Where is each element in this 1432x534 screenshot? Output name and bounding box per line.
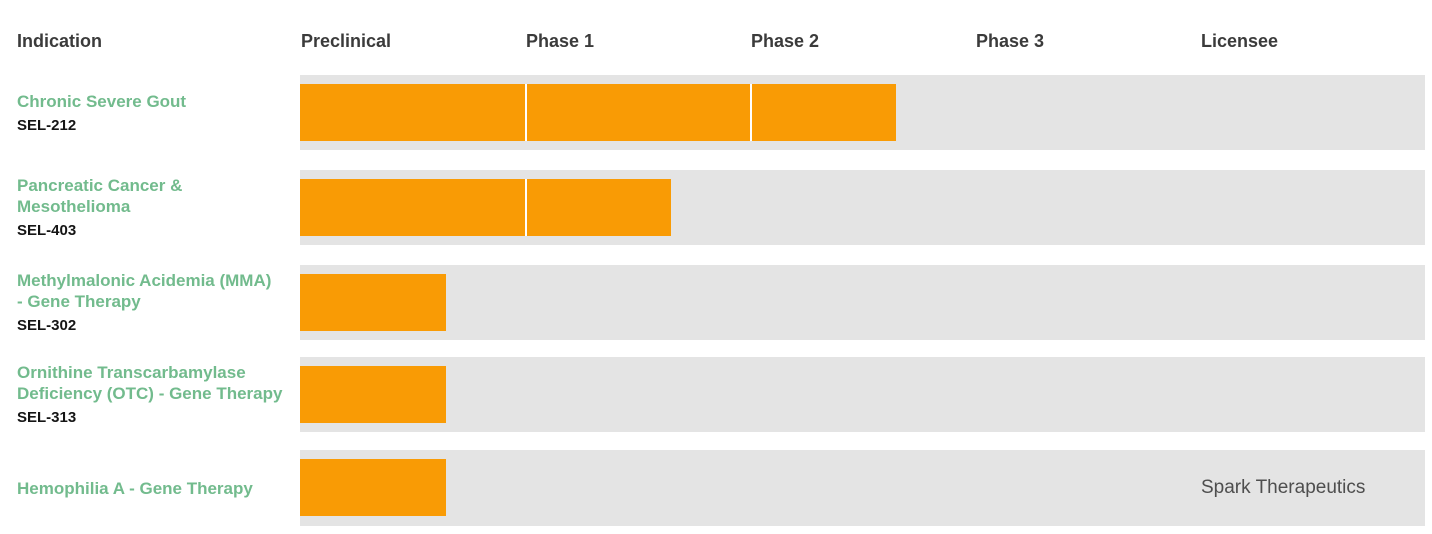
indication-title[interactable]: Ornithine Transcarbamylase Deficiency (O… xyxy=(17,362,295,404)
program-code: SEL-302 xyxy=(17,317,77,334)
column-header-phase-3: Phase 3 xyxy=(976,31,1045,51)
row-label: Pancreatic Cancer & Mesothelioma SEL-403 xyxy=(17,170,295,245)
licensee-name: Spark Therapeutics xyxy=(1201,477,1366,498)
indication-line: Mesothelioma xyxy=(17,197,131,216)
row-label: Hemophilia A - Gene Therapy xyxy=(17,450,295,526)
progress-bar xyxy=(300,459,446,516)
program-code: SEL-313 xyxy=(17,409,77,426)
phase-divider xyxy=(750,84,752,141)
indication-line: - Gene Therapy xyxy=(17,292,141,311)
phase-divider xyxy=(525,84,527,141)
column-header-phase-2: Phase 2 xyxy=(751,31,820,51)
phase-track: Spark Therapeutics xyxy=(300,450,1425,526)
column-header-indication: Indication xyxy=(17,31,102,51)
pipeline-row-sel-302: Methylmalonic Acidemia (MMA) - Gene Ther… xyxy=(0,265,1432,340)
progress-bar xyxy=(300,84,896,141)
indication-title[interactable]: Methylmalonic Acidemia (MMA) - Gene Ther… xyxy=(17,270,295,312)
program-code: SEL-403 xyxy=(17,222,77,239)
pipeline-row-sel-212: Chronic Severe Gout SEL-212 xyxy=(0,75,1432,150)
pipeline-row-hemophilia-a: Hemophilia A - Gene Therapy Spark Therap… xyxy=(0,450,1432,526)
phase-divider xyxy=(525,179,527,236)
row-label: Chronic Severe Gout SEL-212 xyxy=(17,75,295,150)
indication-title[interactable]: Hemophilia A - Gene Therapy xyxy=(17,478,295,499)
column-header-preclinical: Preclinical xyxy=(301,31,392,51)
phase-track xyxy=(300,75,1425,150)
pipeline-row-sel-403: Pancreatic Cancer & Mesothelioma SEL-403 xyxy=(0,170,1432,245)
progress-bar xyxy=(300,274,446,331)
indication-line: Deficiency (OTC) - Gene Therapy xyxy=(17,384,283,403)
indication-line: Ornithine Transcarbamylase xyxy=(17,363,246,382)
progress-bar xyxy=(300,366,446,423)
indication-title[interactable]: Chronic Severe Gout xyxy=(17,91,295,112)
program-code: SEL-212 xyxy=(17,116,77,134)
column-header-phase-1: Phase 1 xyxy=(526,31,595,51)
phase-track xyxy=(300,170,1425,245)
phase-track xyxy=(300,357,1425,432)
indication-title[interactable]: Pancreatic Cancer & Mesothelioma xyxy=(17,175,295,217)
pipeline-row-sel-313: Ornithine Transcarbamylase Deficiency (O… xyxy=(0,357,1432,432)
indication-line: Chronic Severe Gout xyxy=(17,91,187,111)
row-label: Methylmalonic Acidemia (MMA) - Gene Ther… xyxy=(17,265,295,340)
indication-line: Hemophilia A - Gene Therapy xyxy=(17,478,253,498)
indication-line: Pancreatic Cancer & xyxy=(17,176,183,195)
phase-track xyxy=(300,265,1425,340)
indication-line: Methylmalonic Acidemia (MMA) xyxy=(17,271,272,290)
column-header-licensee: Licensee xyxy=(1201,31,1279,51)
progress-bar xyxy=(300,179,671,236)
row-label: Ornithine Transcarbamylase Deficiency (O… xyxy=(17,357,295,432)
